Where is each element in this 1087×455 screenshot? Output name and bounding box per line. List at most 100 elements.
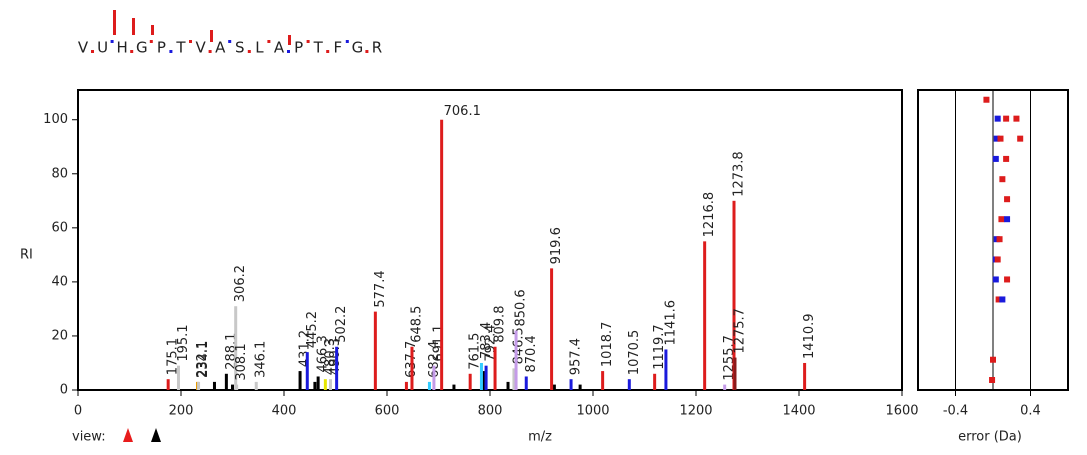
cleavage-marker xyxy=(247,50,251,53)
ion-bar xyxy=(151,25,154,35)
error-point xyxy=(1004,276,1011,283)
minor-peak xyxy=(506,381,510,390)
y-axis-label: RI xyxy=(20,248,33,263)
cleavage-marker xyxy=(169,50,173,53)
minor-peak xyxy=(578,384,582,390)
peak-label: 1275.7 xyxy=(732,308,747,354)
error-point xyxy=(998,216,1005,223)
error-point xyxy=(993,135,1000,142)
cleavage-marker xyxy=(287,50,290,53)
peak-label: 706.1 xyxy=(444,104,481,119)
cleavage-marker xyxy=(228,40,232,43)
error-point xyxy=(997,135,1004,142)
peak xyxy=(479,362,483,390)
residue: V xyxy=(78,39,89,57)
residue: F xyxy=(333,39,342,57)
residue: A xyxy=(274,39,285,57)
peak xyxy=(440,119,444,390)
y-tick-label: 60 xyxy=(51,220,68,235)
cleavage-marker xyxy=(306,40,310,43)
peak xyxy=(732,200,736,390)
peak-label: 1410.9 xyxy=(802,313,817,359)
peak xyxy=(166,379,170,390)
peak-label: 919.6 xyxy=(549,227,564,264)
peak xyxy=(224,373,228,390)
peak-label: 502.2 xyxy=(334,306,349,343)
y-tick-label: 0 xyxy=(60,383,68,398)
ion-bar xyxy=(132,18,135,35)
residue: T xyxy=(175,39,186,57)
view-toggle-black[interactable] xyxy=(151,428,161,442)
peak xyxy=(323,379,327,390)
peak xyxy=(703,241,707,390)
residue: P xyxy=(294,39,303,57)
peak xyxy=(298,371,302,390)
sequence-bars xyxy=(113,10,291,45)
error-point xyxy=(989,377,996,383)
peak-label: 870.4 xyxy=(524,335,539,372)
peak xyxy=(197,381,201,390)
cleavage-marker xyxy=(91,50,94,53)
peak-label: 809.8 xyxy=(493,306,508,343)
error-point xyxy=(992,155,999,162)
view-toggle-red[interactable] xyxy=(123,428,133,442)
x-tick-label: 200 xyxy=(169,404,194,419)
peak xyxy=(524,376,528,390)
minor-peak xyxy=(552,384,556,390)
peak-label: 1216.8 xyxy=(702,192,717,238)
minor-peak xyxy=(212,381,216,390)
peak xyxy=(664,349,668,390)
peak-label: 682.4 xyxy=(427,341,442,378)
residue: G xyxy=(136,39,148,57)
peak xyxy=(234,306,238,390)
residue: S xyxy=(235,39,245,57)
x-tick-label: 400 xyxy=(272,404,297,419)
error-tick-label: 0.4 xyxy=(1020,404,1041,419)
peak-label: 466.3 xyxy=(316,335,331,372)
cleavage-marker xyxy=(110,40,114,43)
peak xyxy=(235,384,239,390)
residue: P xyxy=(157,39,166,57)
peak xyxy=(176,365,180,390)
error-point xyxy=(996,236,1003,243)
peak-label: 691.1 xyxy=(431,324,446,361)
cleavage-marker xyxy=(326,50,330,53)
error-point xyxy=(1013,115,1020,122)
residue: R xyxy=(372,39,382,57)
error-point xyxy=(1004,196,1011,203)
peak xyxy=(329,379,333,390)
error-point xyxy=(999,296,1006,303)
error-point xyxy=(990,356,996,363)
x-axis-label: m/z xyxy=(528,430,552,445)
cleavage-marker xyxy=(365,50,369,53)
peak xyxy=(316,376,320,390)
peak-label: 761.5 xyxy=(468,333,483,370)
peak xyxy=(484,365,488,390)
peak xyxy=(373,311,377,390)
x-tick-label: 1400 xyxy=(782,404,815,419)
peak xyxy=(493,346,497,390)
x-tick-label: 1000 xyxy=(576,404,609,419)
peak xyxy=(468,373,472,390)
peak-label: 957.4 xyxy=(569,338,584,375)
cleavage-marker xyxy=(267,40,271,43)
peak xyxy=(410,346,414,390)
peak-label: 445.2 xyxy=(305,311,320,348)
peak xyxy=(803,362,807,390)
peak xyxy=(512,368,516,390)
error-point xyxy=(994,115,1001,122)
view-label: view: xyxy=(72,430,106,445)
peak xyxy=(627,379,631,390)
peak xyxy=(550,268,554,390)
ion-bar xyxy=(210,30,213,42)
error-point xyxy=(994,256,1001,263)
error-point xyxy=(999,176,1006,183)
peak-label: 431.2 xyxy=(298,330,313,367)
residue: G xyxy=(352,39,364,57)
residue: T xyxy=(313,39,324,57)
peak-label: 232.1 xyxy=(195,341,210,378)
peak xyxy=(427,381,431,390)
error-point xyxy=(992,276,999,283)
error-point xyxy=(983,96,990,103)
peak-label: 850.6 xyxy=(514,289,529,326)
